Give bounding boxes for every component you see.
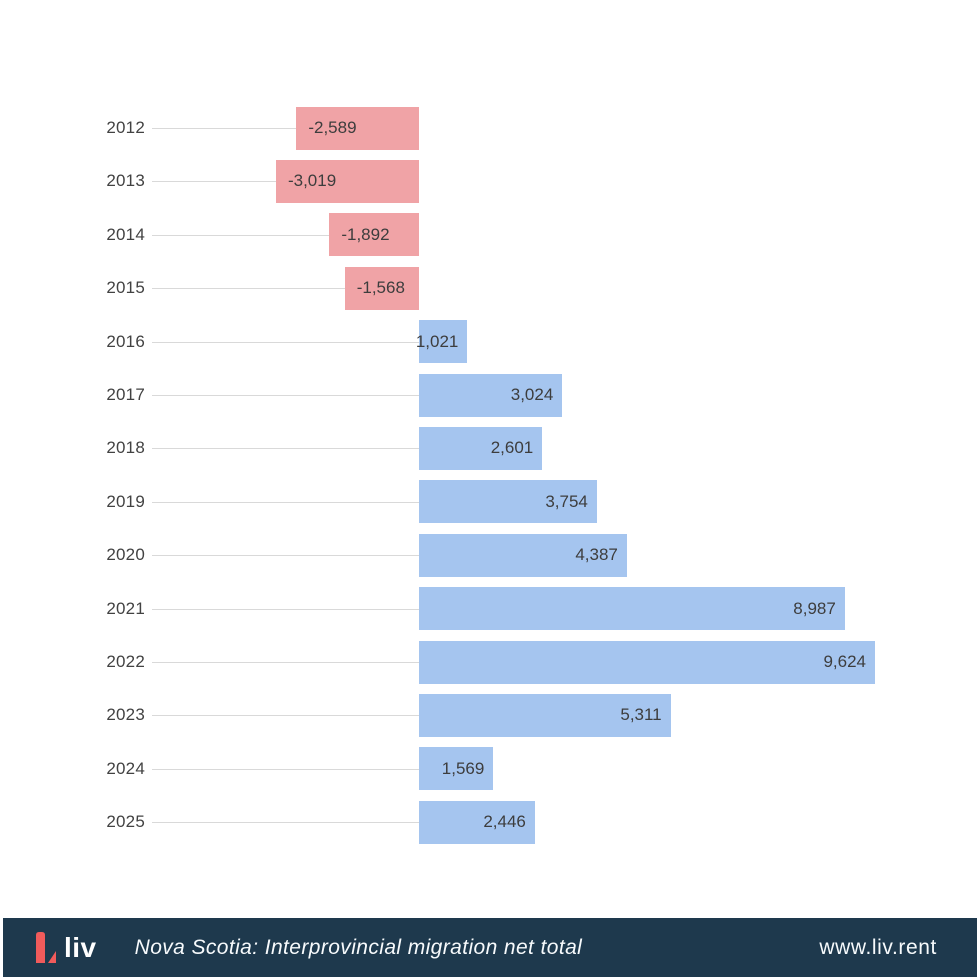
website-url: www.liv.rent <box>819 935 937 959</box>
bar-2025: 2,446 <box>419 800 535 844</box>
liv-logo-text: liv <box>64 931 97 963</box>
bar-value-label: 3,754 <box>545 491 588 511</box>
bar-2017: 3,024 <box>419 373 563 417</box>
bar-value-label: 2,601 <box>490 438 534 458</box>
gridline <box>152 395 419 396</box>
footer-bar: liv Nova Scotia: Interprovincial migrati… <box>3 918 977 977</box>
bar-2013: -3,019 <box>275 159 419 203</box>
y-axis-tick-label: 2024 <box>106 758 145 778</box>
gridline <box>152 662 419 663</box>
bar-value-label: 1,569 <box>441 758 485 778</box>
bar-2015: -1,568 <box>344 266 419 310</box>
bar-value-label: -1,568 <box>356 278 405 298</box>
bar-2024: 1,569 <box>419 747 494 791</box>
bar-2014: -1,892 <box>329 213 419 257</box>
gridline <box>152 501 419 503</box>
bar-value-label: 8,987 <box>793 598 836 618</box>
y-axis-tick-label: 2016 <box>106 331 145 351</box>
y-axis-tick-label: 2022 <box>106 652 145 671</box>
y-axis-tick-label: 2017 <box>106 385 145 404</box>
gridline <box>152 555 419 557</box>
bar-2021: 8,987 <box>419 587 845 631</box>
gridline <box>152 128 419 129</box>
bar-value-label: -1,892 <box>341 224 390 244</box>
bar-value-label: 4,387 <box>575 545 618 565</box>
gridline <box>152 768 419 770</box>
bar-value-label: 9,624 <box>823 652 866 671</box>
y-axis-tick-label: 2025 <box>106 812 145 832</box>
gridline <box>152 448 419 450</box>
bar-value-label: 5,311 <box>620 705 662 725</box>
bar-2022: 9,624 <box>419 640 875 684</box>
bar-value-label: -3,019 <box>287 171 337 191</box>
bar-value-label: 3,024 <box>510 385 554 404</box>
gridline <box>152 715 419 717</box>
bar-chart: 2012 -2,589 2013 -3,019 2014 -1,892 2015 -1,568… <box>106 106 875 844</box>
y-axis-tick-label: 2012 <box>106 118 145 137</box>
gridline <box>152 234 419 236</box>
bar-value-label: 1,021 <box>415 331 459 351</box>
gridline <box>152 341 419 343</box>
chart-title: Nova Scotia: Interprovincial migration n… <box>134 935 583 959</box>
bar-2023: 5,311 <box>419 693 671 737</box>
y-axis-tick-label: 2023 <box>106 705 145 725</box>
y-axis-tick-label: 2018 <box>106 438 145 458</box>
bar-2016: 1,021 <box>415 320 468 364</box>
y-axis-tick-label: 2021 <box>106 598 145 618</box>
bar-value-label: -2,589 <box>308 118 357 137</box>
y-axis-tick-label: 2015 <box>106 278 145 298</box>
liv-logo-mark-icon <box>36 932 56 963</box>
y-axis-tick-label: 2020 <box>106 545 145 565</box>
bar-2018: 2,601 <box>419 426 543 470</box>
y-axis-tick-label: 2013 <box>106 171 145 191</box>
bar-2020: 4,387 <box>419 533 627 577</box>
liv-logo: liv <box>33 931 97 964</box>
gridline <box>152 288 419 290</box>
gridline <box>152 822 419 824</box>
bar-value-label: 2,446 <box>483 812 526 832</box>
y-axis-tick-label: 2014 <box>106 224 145 244</box>
gridline <box>152 608 419 610</box>
bar-2012: -2,589 <box>296 106 419 150</box>
bar-2019: 3,754 <box>419 480 597 524</box>
y-axis-tick-label: 2019 <box>106 491 145 511</box>
